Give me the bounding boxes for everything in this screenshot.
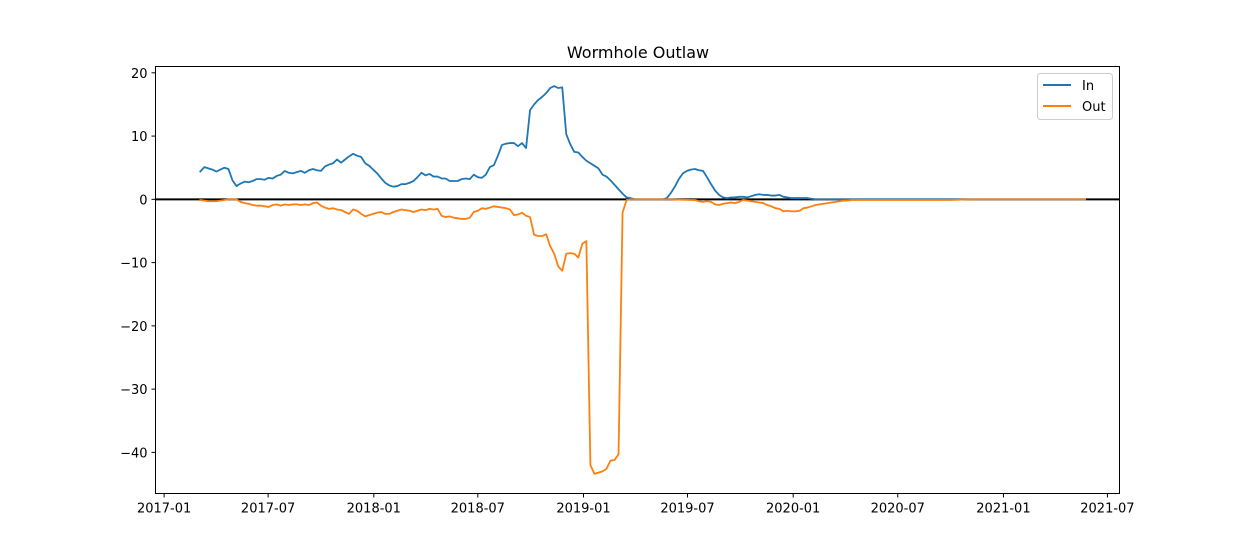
x-tick-label: 2021-01 (976, 502, 1030, 517)
legend-label-in: In (1082, 79, 1094, 94)
x-tick-label: 2018-07 (451, 502, 505, 517)
x-tick-label: 2018-01 (347, 502, 401, 517)
legend-label-out: Out (1082, 100, 1106, 115)
x-tick-label: 2017-07 (241, 502, 295, 517)
x-tick-label: 2020-07 (871, 502, 925, 517)
y-tick-label: −40 (120, 446, 147, 461)
y-tick-label: −30 (120, 383, 147, 398)
x-tick-label: 2019-01 (556, 502, 610, 517)
y-tick-label: −20 (120, 320, 147, 335)
x-tick-label: 2019-07 (660, 502, 714, 517)
y-tick-label: 20 (131, 67, 148, 82)
series-line-out (199, 198, 1086, 475)
plot-frame (155, 66, 1120, 494)
x-tick-label: 2017-01 (137, 502, 191, 517)
chart-title: Wormhole Outlaw (567, 43, 709, 62)
y-tick-label: 10 (131, 130, 148, 145)
plot-area (155, 66, 1120, 494)
x-tick-label: 2021-07 (1080, 502, 1134, 517)
legend: In Out (1037, 73, 1113, 120)
series-line-in (199, 85, 1086, 201)
x-tick-label: 2020-01 (766, 502, 820, 517)
y-tick-label: −10 (120, 257, 147, 272)
y-tick-label: 0 (139, 193, 147, 208)
